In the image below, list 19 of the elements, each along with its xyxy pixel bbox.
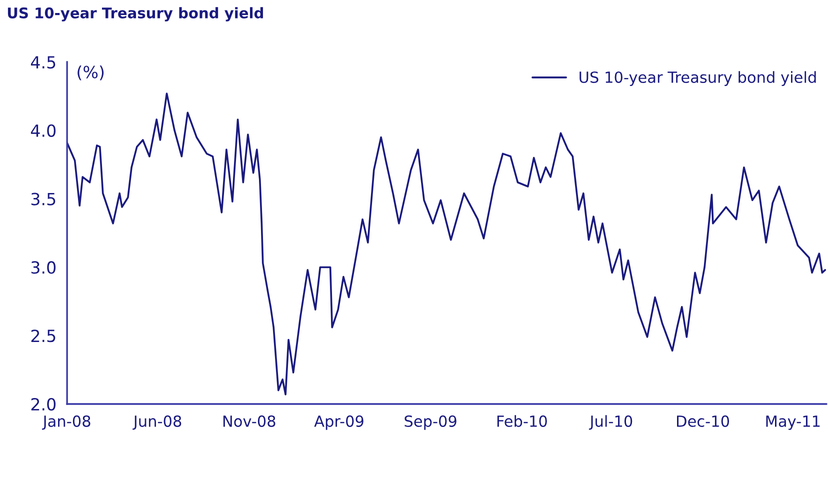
y-tick-label: 3.5 xyxy=(31,192,56,206)
x-tick-label: Jan-08 xyxy=(42,415,90,430)
y-tick-label: 2.0 xyxy=(31,398,56,411)
x-tick-label: May-11 xyxy=(766,416,820,430)
x-tick-label: Nov-08 xyxy=(223,415,276,427)
x-tick-label: Feb-10 xyxy=(497,415,547,427)
x-tick-label: Sep-09 xyxy=(404,415,456,430)
y-tick-label: 4.0 xyxy=(30,124,56,137)
legend-label: US 10-year Treasury bond yield xyxy=(580,71,816,86)
chart-title: US 10-year Treasury bond yield xyxy=(8,7,263,22)
line-series xyxy=(67,92,826,396)
y-axis-title: (%) xyxy=(78,65,104,80)
y-tick-label: 3.0 xyxy=(31,261,56,274)
x-tick-label: Apr-09 xyxy=(314,415,364,430)
x-tick-label: Jun-08 xyxy=(132,415,182,430)
x-tick-label: Jul-10 xyxy=(588,415,632,430)
x-tick-label: Dec-10 xyxy=(677,415,730,427)
y-tick-label: 4.5 xyxy=(30,56,56,69)
y-tick-label: 2.5 xyxy=(31,330,56,342)
